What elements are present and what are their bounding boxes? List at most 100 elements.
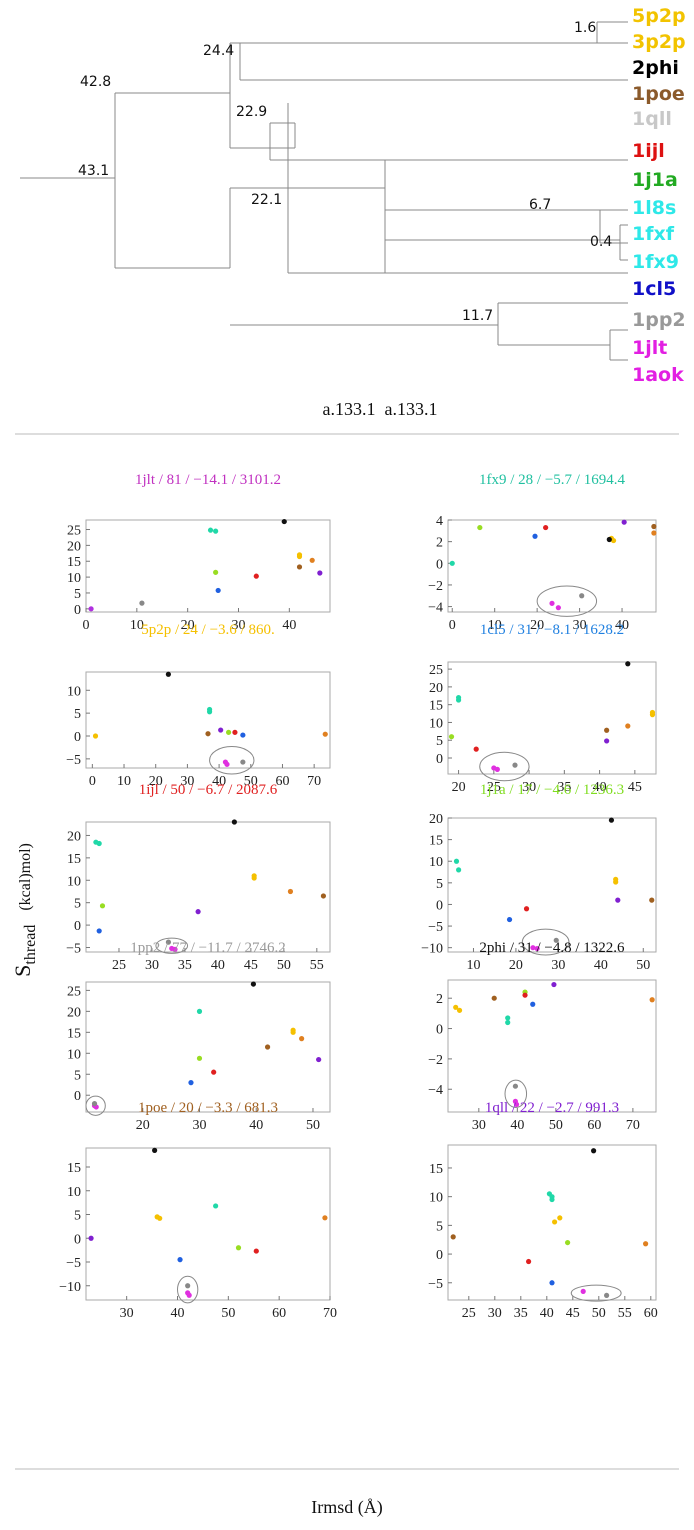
y-tick-label: −2 (428, 1053, 443, 1068)
y-tick-label: −5 (66, 753, 81, 768)
y-tick-label: 2 (436, 536, 443, 551)
data-point (316, 1056, 322, 1063)
data-point (207, 527, 214, 533)
data-point (253, 573, 259, 579)
panel-title: 1fx9 / 28 / −5.7 / 1694.4 (479, 472, 625, 488)
scatter-panel: 1pp2 / 77 / −11.7 / 2746.220 30 40 50252015… (67, 940, 331, 1133)
data-point (322, 731, 328, 737)
y-tick-label: 15 (429, 1162, 443, 1177)
data-point (557, 1215, 563, 1221)
highlight-ellipse (479, 751, 530, 782)
data-point (534, 945, 540, 952)
data-point (215, 587, 221, 594)
data-point (523, 906, 530, 912)
y-tick-label: 5 (436, 1219, 443, 1234)
data-point (240, 759, 246, 765)
y-tick-label: 0 (74, 730, 81, 745)
scatter-panel: 1j1a / 17 / −4.6 / 1236.310 20 30 40 5020151… (421, 782, 657, 973)
x-tick-label: 20 (509, 958, 523, 973)
highlight-ellipse (570, 1284, 622, 1302)
data-point (549, 1280, 555, 1286)
highlight-ellipse (155, 937, 189, 954)
y-tick-label: −5 (428, 1277, 443, 1292)
node-label: 42.8 (80, 74, 111, 90)
x-tick-label: 20 (452, 780, 466, 795)
data-point (604, 727, 610, 733)
x-tick-label: 30 (488, 1306, 502, 1321)
data-point (152, 1147, 158, 1153)
data-point (649, 897, 655, 903)
x-tick-label: 20 (149, 774, 163, 789)
data-point (512, 1083, 519, 1089)
data-point (613, 879, 619, 885)
node-label: 22.1 (251, 192, 282, 208)
data-point (450, 1234, 456, 1240)
y-tick-label: 0 (74, 1232, 81, 1247)
y-tick-label: 0 (74, 1089, 81, 1104)
data-point (290, 1029, 296, 1035)
data-point (172, 946, 178, 952)
x-tick-label: 50 (592, 1306, 606, 1321)
data-point (296, 553, 303, 560)
y-tick-label: 20 (67, 829, 81, 844)
panel-title: 1ijl / 50 / −6.7 / 2087.6 (139, 782, 278, 798)
data-point (494, 766, 500, 772)
node-label: 6.7 (529, 197, 551, 213)
y-axis-label: Sthread (kcal)mol) (10, 843, 39, 977)
scatter-panel: 1poe / 20 / −3.3 / 681.330 40 50 60 70151050… (59, 1100, 337, 1321)
data-point (491, 995, 497, 1001)
x-tick-label: 70 (626, 1118, 640, 1133)
leaf-label-1fxf: 1fxf (632, 223, 675, 245)
data-point (139, 600, 145, 606)
data-point (296, 564, 303, 570)
y-tick-label: 2 (436, 992, 443, 1007)
data-point (196, 1055, 203, 1061)
y-tick-label: 25 (67, 524, 81, 539)
data-point (453, 1004, 459, 1010)
x-tick-label: 10 (130, 618, 144, 633)
data-point (96, 840, 102, 847)
x-tick-label: 50 (244, 774, 258, 789)
data-point (512, 762, 518, 768)
x-tick-label: 50 (636, 958, 650, 973)
leaf-label-2phi: 2phi (632, 57, 679, 79)
y-tick-label: 15 (67, 555, 81, 570)
ylabel-main: S (10, 965, 35, 977)
data-point (250, 981, 256, 987)
x-tick-label: 45 (628, 780, 642, 795)
data-point (186, 1292, 192, 1298)
x-tick-label: 45 (566, 1306, 580, 1321)
y-tick-label: 0 (74, 603, 81, 618)
x-tick-label: 55 (310, 958, 324, 973)
x-tick-label: 30 (522, 780, 536, 795)
y-tick-label: 25 (429, 663, 443, 678)
scatter-panel: 1qll / 22 / −2.7 / 991.325 30 35 40 45 50 55 60… (428, 1100, 658, 1321)
node-label: 1.6 (574, 20, 596, 36)
node-labels: 1.6 24.4 42.8 22.9 43.1 22.1 6.7 0.4 11.… (78, 20, 612, 324)
leaf-label-1pp2: 1pp2 (632, 309, 686, 331)
data-point (320, 893, 327, 899)
data-point (224, 761, 230, 767)
x-tick-label: 0 (449, 618, 456, 633)
highlight-ellipse (521, 928, 570, 956)
y-tick-label: 15 (67, 1161, 81, 1176)
y-tick-label: 0 (74, 919, 81, 934)
y-tick-label: 5 (74, 707, 81, 722)
data-point (88, 1235, 94, 1241)
data-point (456, 1007, 463, 1013)
leaf-label-1fx9: 1fx9 (632, 251, 679, 273)
x-tick-label: 0 (89, 774, 96, 789)
data-point (231, 819, 237, 825)
data-point (177, 1257, 183, 1263)
data-point (96, 928, 102, 934)
data-point (506, 916, 513, 923)
x-axis-label: Irmsd (Å) (311, 1497, 382, 1518)
y-tick-label: −2 (428, 579, 443, 594)
highlight-ellipse (177, 1275, 199, 1304)
data-point (322, 1215, 328, 1221)
x-tick-label: 10 (466, 958, 480, 973)
x-tick-label: 40 (510, 1118, 524, 1133)
x-tick-label: 35 (178, 958, 192, 973)
data-point (213, 569, 219, 575)
